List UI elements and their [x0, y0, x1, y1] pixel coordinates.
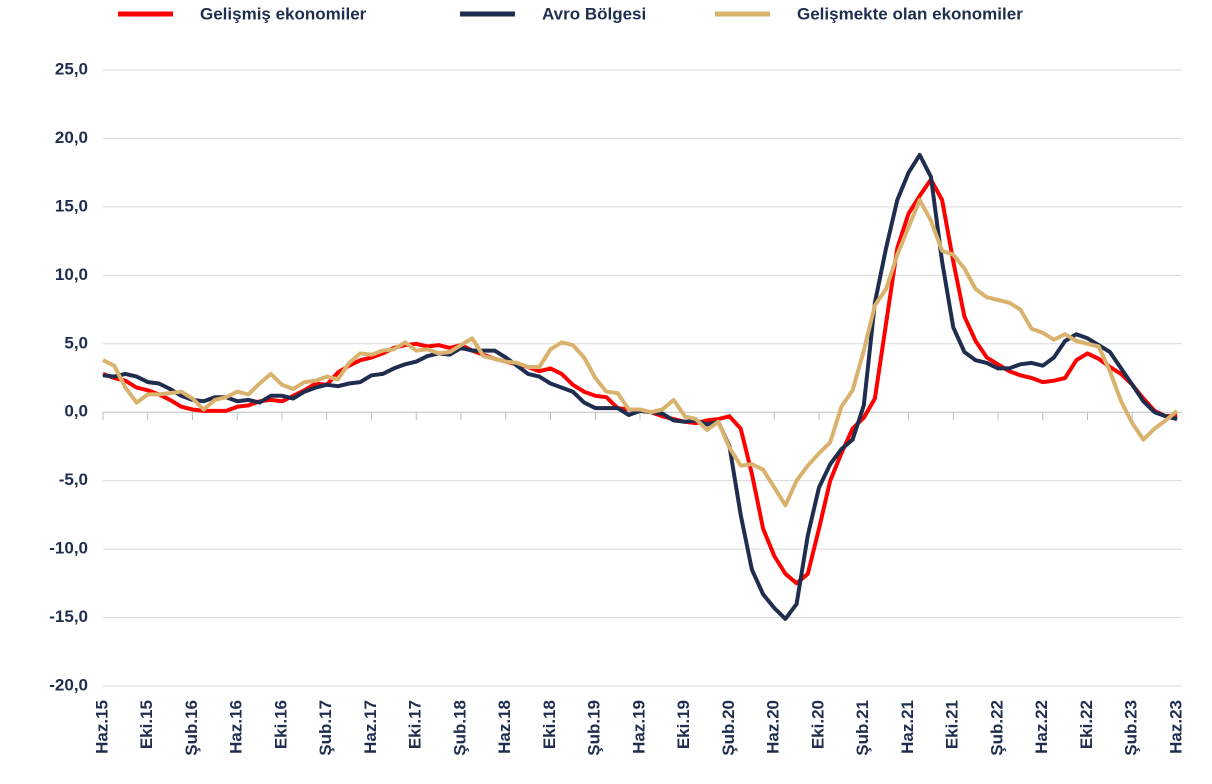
x-tick-label: Şub.17: [316, 700, 335, 756]
y-tick-label: 15,0: [55, 196, 88, 215]
x-tick-label: Eki.17: [406, 700, 425, 749]
x-tick-label: Şub.18: [450, 700, 469, 756]
x-tick-label: Eki.18: [540, 700, 559, 749]
legend-label: Avro Bölgesi: [542, 4, 646, 23]
legend-label: Gelişmekte olan ekonomiler: [797, 4, 1023, 23]
x-tick-label: Haz.21: [898, 700, 917, 754]
x-tick-label: Haz.23: [1166, 700, 1185, 754]
x-tick-label: Şub.20: [719, 700, 738, 756]
x-tick-label: Eki.22: [1077, 700, 1096, 749]
x-tick-label: Eki.16: [271, 700, 290, 749]
x-tick-label: Haz.18: [495, 700, 514, 754]
y-tick-label: 0,0: [64, 402, 88, 421]
x-tick-label: Haz.15: [92, 700, 111, 754]
y-tick-label: 10,0: [55, 265, 88, 284]
y-tick-label: 5,0: [64, 333, 88, 352]
x-tick-label: Haz.19: [629, 700, 648, 754]
x-tick-label: Haz.20: [764, 700, 783, 754]
x-tick-label: Şub.22: [987, 700, 1006, 756]
x-tick-label: Eki.21: [943, 700, 962, 749]
y-tick-label: -15,0: [49, 607, 88, 626]
y-tick-label: 25,0: [55, 59, 88, 78]
x-tick-label: Haz.17: [361, 700, 380, 754]
x-tick-label: Haz.16: [227, 700, 246, 754]
x-tick-label: Şub.19: [585, 700, 604, 756]
x-tick-label: Eki.15: [137, 700, 156, 749]
series-line: [102, 198, 1179, 508]
legend-label: Gelişmiş ekonomiler: [200, 4, 367, 23]
x-tick-label: Haz.22: [1032, 700, 1051, 754]
x-tick-label: Şub.21: [853, 700, 872, 756]
y-tick-label: 20,0: [55, 128, 88, 147]
y-tick-label: -10,0: [49, 539, 88, 558]
x-tick-label: Şub.16: [182, 700, 201, 756]
x-tick-label: Eki.20: [808, 700, 827, 749]
y-tick-label: -5,0: [59, 470, 88, 489]
x-tick-label: Şub.23: [1122, 700, 1141, 756]
y-tick-label: -20,0: [49, 675, 88, 694]
x-tick-label: Eki.19: [674, 700, 693, 749]
